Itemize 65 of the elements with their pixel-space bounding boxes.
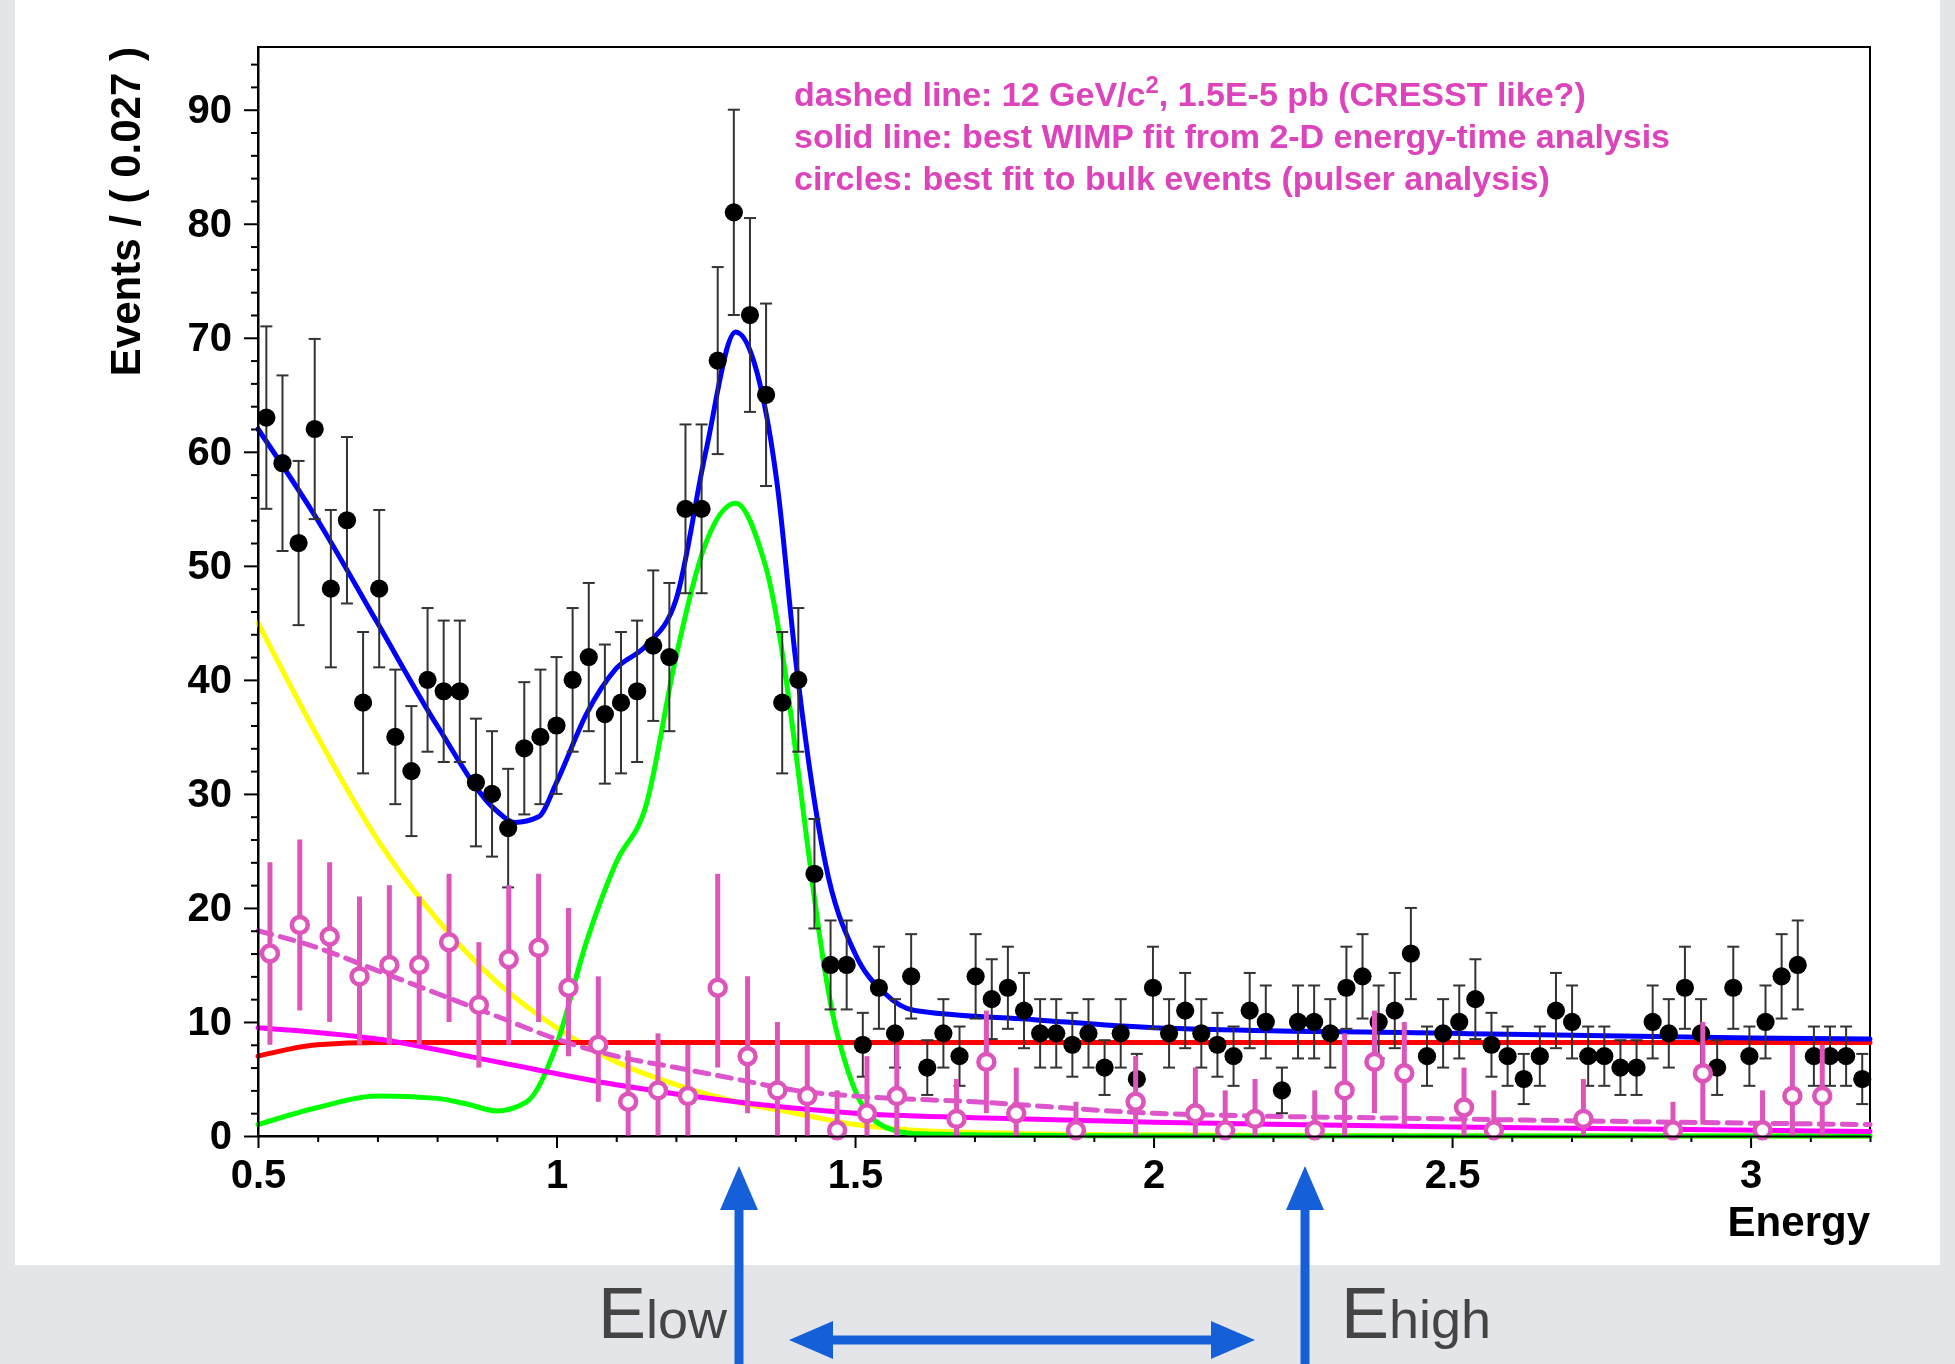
point — [707, 977, 728, 998]
point — [1364, 1051, 1385, 1073]
point — [1812, 1085, 1833, 1107]
point — [558, 977, 579, 998]
point — [588, 1034, 609, 1055]
point — [1692, 1063, 1714, 1084]
x-tick-label: 2 — [1142, 1152, 1166, 1197]
point — [1334, 1080, 1355, 1101]
point — [617, 1091, 639, 1112]
x-axis-title: Energy — [1727, 1198, 1871, 1245]
point — [856, 1102, 878, 1124]
point — [1304, 1120, 1325, 1141]
point — [468, 994, 490, 1016]
point — [438, 931, 460, 953]
text: Ehigh — [1341, 1273, 1492, 1353]
point — [677, 1085, 699, 1107]
point — [1125, 1091, 1146, 1112]
point — [289, 914, 311, 936]
point — [1453, 1097, 1475, 1118]
point — [1573, 1108, 1594, 1130]
point — [647, 1080, 669, 1101]
point — [1065, 1120, 1087, 1141]
point — [1006, 1102, 1027, 1124]
point — [737, 1045, 758, 1067]
y-tick-label: 90 — [187, 87, 232, 132]
point — [528, 937, 549, 959]
y-tick-label: 30 — [187, 771, 232, 816]
point — [1662, 1120, 1684, 1141]
y-tick-label: 60 — [187, 429, 232, 474]
annotation: solid line: best WIMP fit from 2-D energy-time analysis — [794, 117, 1670, 155]
point — [319, 926, 340, 947]
y-tick-label: 70 — [187, 315, 232, 360]
y-tick-label: 40 — [187, 657, 232, 702]
text: Elow — [597, 1273, 728, 1353]
y-tick-label: 10 — [187, 999, 232, 1044]
y-axis-title: Events / ( 0.027 ) — [102, 47, 149, 377]
y-tick-label: 20 — [187, 885, 232, 930]
annotation: circles: best fit to bulk events (pulser analysis) — [794, 159, 1550, 197]
point — [826, 1120, 848, 1141]
point — [259, 943, 281, 964]
point — [946, 1108, 967, 1130]
point — [1185, 1102, 1206, 1124]
y-tick-label: 80 — [187, 201, 232, 246]
x-tick-label: 0.5 — [230, 1152, 287, 1197]
point — [1782, 1085, 1803, 1107]
point — [886, 1085, 908, 1107]
y-tick-label: 0 — [209, 1113, 232, 1158]
point — [408, 954, 430, 976]
point — [767, 1080, 788, 1101]
x-tick-label: 2.5 — [1424, 1152, 1481, 1197]
point — [1752, 1120, 1773, 1141]
point — [498, 949, 519, 970]
point — [976, 1051, 997, 1073]
point — [1244, 1108, 1266, 1130]
y-tick-label: 50 — [187, 543, 232, 588]
point — [1394, 1063, 1415, 1084]
annotation: dashed line: 12 GeV/c$^{2}$, 1.5E-5 pb (CRESST like?) — [794, 70, 1586, 113]
point — [1214, 1120, 1236, 1141]
x-tick-label: 1.5 — [827, 1152, 884, 1197]
point — [1483, 1120, 1505, 1141]
x-tick-label: 3 — [1739, 1152, 1763, 1197]
point — [379, 954, 400, 976]
point — [349, 966, 370, 987]
x-tick-label: 1 — [545, 1152, 569, 1197]
point — [797, 1085, 818, 1107]
